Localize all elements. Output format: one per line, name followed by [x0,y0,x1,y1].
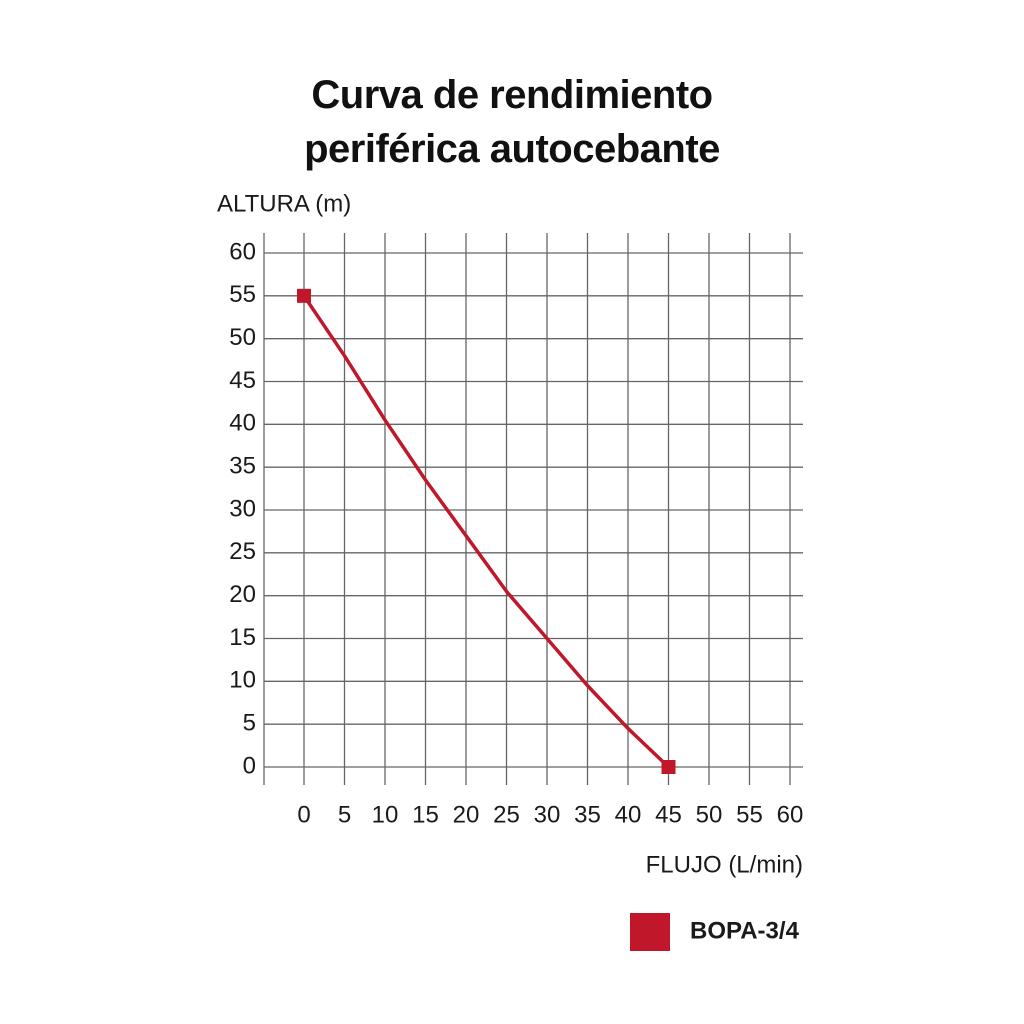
x-tick-label: 40 [615,801,642,828]
end-marker [297,288,311,303]
x-tick-label: 10 [372,801,399,828]
x-tick-label: 15 [412,801,439,828]
y-tick-label: 60 [229,238,256,265]
x-tick-label: 45 [655,801,682,828]
end-marker [661,760,676,774]
x-tick-label: 55 [736,801,763,828]
y-axis-label: ALTURA (m) [217,190,351,217]
y-tick-label: 0 [243,752,256,779]
chart-title: Curva de rendimiento periférica autoceba… [304,73,720,171]
data-line [302,294,670,769]
y-tick-label: 35 [229,453,256,480]
y-tick-label: 45 [229,367,256,394]
y-tick-label: 40 [229,410,256,437]
y-tick-label: 15 [229,624,256,651]
x-tick-label: 25 [493,801,520,828]
y-tick-label: 30 [229,495,256,522]
y-tick-label: 55 [229,281,256,308]
x-tick-label: 5 [338,801,351,828]
legend-label: BOPA-3/4 [690,917,800,944]
x-tick-label: 0 [297,801,310,828]
x-tick-label: 30 [534,801,561,828]
y-tick-label: 20 [229,581,256,608]
x-tick-label: 20 [453,801,480,828]
x-tick-label: 50 [696,801,723,828]
x-tick-label: 35 [574,801,601,828]
y-tick-label: 5 [243,710,256,737]
x-axis-label: FLUJO (L/min) [646,851,803,878]
y-tick-label: 10 [229,667,256,694]
y-tick-label: 50 [229,324,256,351]
y-tick-label: 25 [229,538,256,565]
legend-swatch [630,913,670,951]
x-tick-label: 60 [777,801,804,828]
